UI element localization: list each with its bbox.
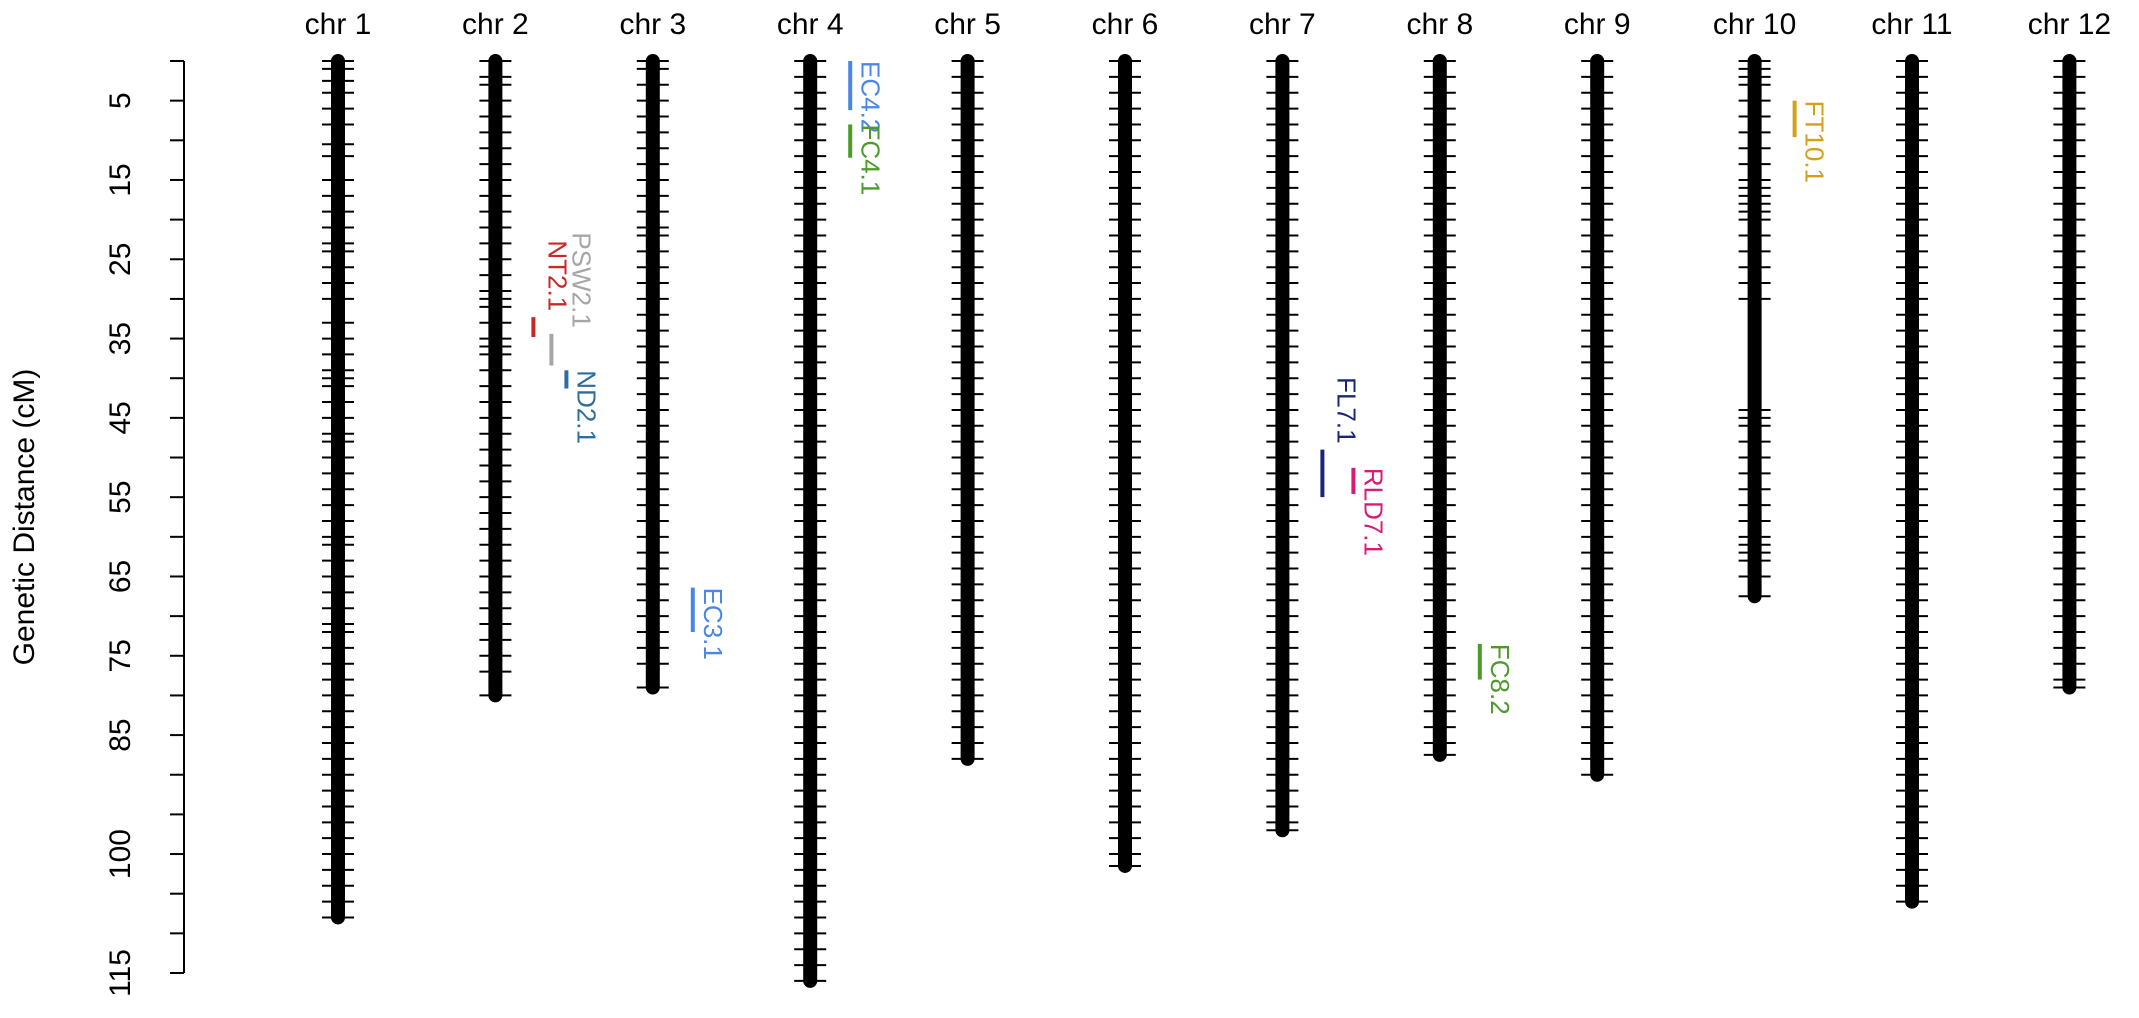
qtl-label: NT2.1 [543, 240, 573, 311]
chromosome-label: chr 8 [1406, 8, 1473, 41]
y-tick-label: 35 [104, 322, 137, 355]
qtl-label: ND2.1 [572, 370, 602, 444]
chromosome-label: chr 5 [934, 8, 1001, 41]
y-tick-label: 75 [104, 639, 137, 672]
chromosome-label: chr 9 [1564, 8, 1631, 41]
chromosome-label: chr 12 [2028, 8, 2111, 41]
chromosome-label: chr 11 [1871, 8, 1952, 41]
y-tick-label: 100 [104, 829, 137, 879]
y-tick-label: 115 [104, 949, 137, 997]
chromosome-label: chr 3 [619, 8, 686, 41]
chromosome-label: chr 4 [777, 8, 844, 41]
chromosome-label: chr 6 [1092, 8, 1159, 41]
qtl-label: EC4.2 [855, 61, 885, 133]
qtl-label: FC8.2 [1485, 644, 1515, 715]
chromosome-label: chr 10 [1713, 8, 1796, 41]
y-axis-label: Genetic Distance (cM) [8, 369, 41, 666]
chromosome-label: chr 2 [462, 8, 529, 41]
y-tick-label: 25 [104, 243, 137, 276]
qtl-label: FL7.1 [1332, 377, 1362, 444]
y-tick-label: 15 [104, 163, 137, 196]
qtl-label: PSW2.1 [567, 232, 597, 327]
chromosome-label: chr 7 [1249, 8, 1316, 41]
y-tick-label: 55 [104, 480, 137, 513]
qtl-label: EC3.1 [698, 588, 728, 660]
y-tick-label: 65 [104, 560, 137, 593]
y-tick-label: 5 [104, 92, 137, 109]
qtl-label: FC4.1 [855, 124, 885, 195]
y-tick-label: 85 [104, 718, 137, 751]
qtl-label: FT10.1 [1800, 101, 1830, 183]
chromosome-label: chr 1 [305, 8, 372, 41]
y-tick-label: 45 [104, 401, 137, 434]
qtl-label: RLD7.1 [1359, 468, 1389, 556]
